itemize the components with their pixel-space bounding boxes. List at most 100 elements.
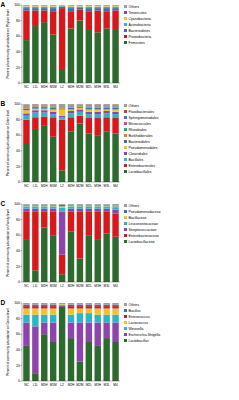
bar-segment (32, 109, 38, 111)
bar-segment (112, 114, 118, 118)
legend-label: Weissella (129, 327, 144, 331)
bar-segment (59, 120, 65, 171)
bar-segment (59, 5, 65, 6)
y-tick-label: 20 (16, 165, 20, 169)
bar-segment (23, 5, 29, 6)
bar-segment (112, 112, 118, 114)
x-tick-label: M2H (68, 383, 75, 387)
bar-segment (32, 326, 38, 373)
x-tick-label: M4 (113, 85, 118, 89)
legend-swatch (124, 116, 127, 119)
x-tick-label: M1M (50, 184, 57, 188)
bar-segment (95, 346, 101, 381)
bar-segment (95, 204, 101, 205)
bar-segment (32, 107, 38, 109)
x-tick-label: M2M (76, 85, 83, 89)
bar-segment (68, 303, 74, 305)
bar-segment (95, 7, 101, 9)
bar-segment (50, 209, 56, 212)
bar-segment (32, 212, 38, 270)
bar-segment (59, 305, 65, 307)
bar-segment (103, 209, 109, 212)
bar-segment (112, 7, 118, 9)
bar-segment (23, 315, 29, 323)
y-tick (21, 381, 23, 382)
bar-segment (41, 306, 47, 308)
bar-segment (95, 315, 101, 323)
x-tick-label: M1H (41, 383, 48, 387)
panel-label: A (1, 1, 6, 8)
bar-segment (32, 308, 38, 314)
bar-segment (77, 7, 83, 9)
bar-segment (77, 105, 83, 107)
y-tick (21, 67, 23, 68)
x-tick-label: M1M (50, 85, 57, 89)
bar-segment (41, 104, 47, 105)
bar-segment (95, 114, 101, 118)
bar-segment (41, 10, 47, 22)
legend-swatch (124, 23, 127, 26)
legend-swatch (124, 104, 127, 107)
bar-segment (77, 206, 83, 208)
bar-segment (32, 204, 38, 205)
bar-segment (32, 105, 38, 107)
bar-segment (77, 209, 83, 212)
bar-segment (77, 6, 83, 8)
y-tick (21, 334, 23, 335)
bar-segment (95, 205, 101, 207)
bar-segment (32, 26, 38, 83)
bar-segment (86, 212, 92, 235)
bar-segment (59, 5, 65, 6)
bars (23, 303, 119, 381)
bar-segment (59, 69, 65, 83)
bar-segment (32, 8, 38, 10)
y-tick-label: 60 (16, 233, 20, 237)
bar-segment (68, 212, 74, 232)
x-tick-label: NC (24, 184, 29, 188)
legend-swatch (124, 122, 127, 125)
bar-segment (68, 204, 74, 205)
legend-swatch (124, 170, 127, 173)
bar-segment (112, 5, 118, 6)
legend-swatch (124, 240, 127, 243)
bar-segment (68, 28, 74, 83)
bar-segment (112, 303, 118, 305)
bar-segment (77, 5, 83, 6)
y-axis (22, 5, 23, 83)
bar-segment (103, 338, 109, 381)
bar-segment (103, 204, 109, 205)
bar-segment (68, 107, 74, 109)
bar-segment (68, 231, 74, 282)
bar-segment (103, 131, 109, 182)
bar-segment (41, 105, 47, 106)
bar-segment (59, 105, 65, 106)
bar-segment (77, 105, 83, 106)
bar-segment (50, 104, 56, 106)
bar-segment (50, 5, 56, 6)
bar-segment (103, 212, 109, 234)
bar-segment (95, 5, 101, 6)
bar-segment (59, 5, 65, 7)
bar-segment (68, 108, 74, 110)
bar-segment (59, 304, 65, 306)
bar-segment (23, 8, 29, 10)
bar-segment (59, 109, 65, 115)
y-tick (21, 5, 23, 6)
legend-swatch (124, 140, 127, 143)
bar-segment (50, 137, 56, 182)
bar-segment (41, 212, 47, 228)
bar-segment (103, 113, 109, 117)
y-axis-label: Percent of community abundance on Genus … (6, 308, 10, 376)
bar-segment (68, 131, 74, 182)
bar-segment (68, 5, 74, 6)
x-axis (22, 282, 120, 283)
bar-segment (50, 235, 56, 282)
legend-swatch (124, 339, 127, 342)
bar-segment (59, 212, 65, 255)
bar-segment (103, 104, 109, 105)
bar-segment (86, 204, 92, 205)
bar-segment (68, 106, 74, 108)
bar-segment (77, 107, 83, 109)
x-tick-label: M2L (86, 284, 92, 288)
y-tick-label: 80 (16, 218, 20, 222)
